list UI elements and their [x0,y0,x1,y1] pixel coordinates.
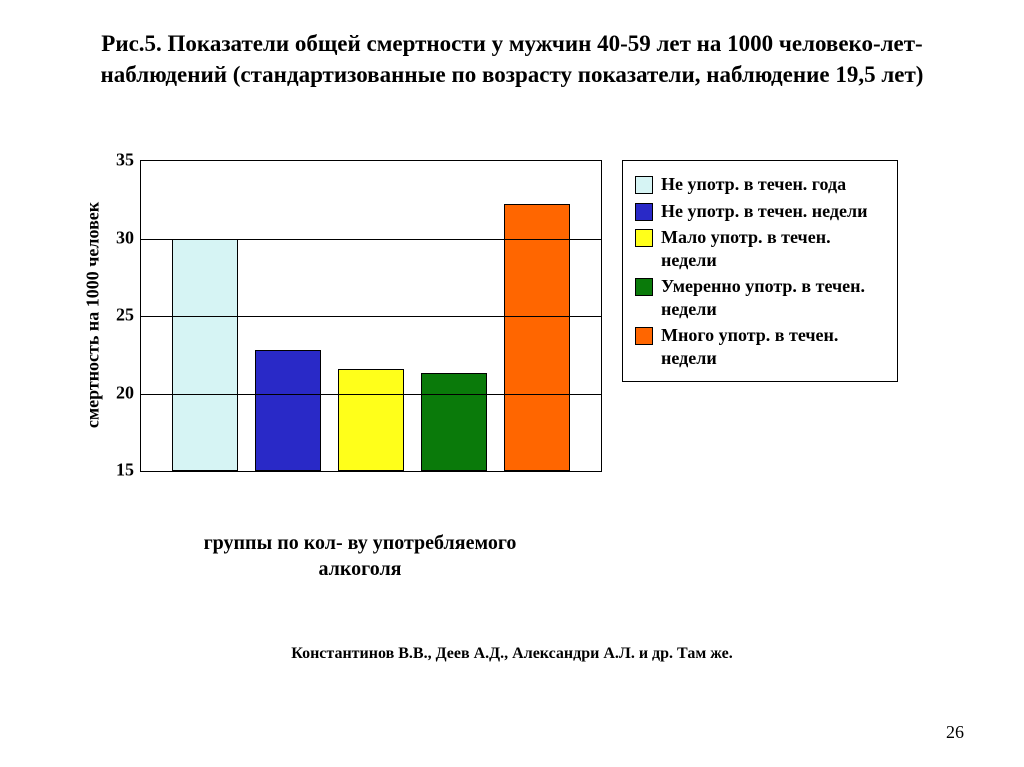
legend-label: Мало употр. в течен. недели [661,226,885,271]
y-tick-label: 20 [116,382,134,403]
grid-line [141,316,601,317]
legend-swatch [635,203,653,221]
legend-item: Умеренно употр. в течен. недели [635,275,885,320]
bar [338,369,404,471]
bar [255,350,321,471]
y-axis-label-container: смертность на 1000 человек [80,160,106,470]
chart-row: смертность на 1000 человек 1520253035 Не… [80,160,960,520]
legend-label: Много употр. в течен. недели [661,324,885,369]
legend-label: Не употр. в течен. недели [661,200,868,223]
y-tick-label: 35 [116,150,134,171]
legend-item: Много употр. в течен. недели [635,324,885,369]
y-axis-ticks: 1520253035 [106,160,140,470]
bar [504,204,570,471]
y-tick-label: 30 [116,227,134,248]
legend-swatch [635,176,653,194]
bar [421,373,487,471]
page-number: 26 [946,722,964,743]
legend-label: Умеренно употр. в течен. недели [661,275,885,320]
slide-page: Рис.5. Показатели общей смертности у муж… [0,0,1024,767]
bar [172,239,238,472]
grid-line [141,394,601,395]
legend-swatch [635,327,653,345]
chart-title: Рис.5. Показатели общей смертности у муж… [40,28,984,90]
legend: Не употр. в течен. года Не употр. в течен… [622,160,898,382]
legend-swatch [635,229,653,247]
plot-area [140,160,602,472]
x-axis-label: группы по кол- ву употребляемого алкогол… [200,530,520,582]
legend-label: Не употр. в течен. года [661,173,846,196]
legend-item: Мало употр. в течен. недели [635,226,885,271]
y-tick-label: 25 [116,305,134,326]
y-axis-label: смертность на 1000 человек [83,202,104,428]
y-tick-label: 15 [116,460,134,481]
legend-item: Не употр. в течен. недели [635,200,885,223]
legend-swatch [635,278,653,296]
grid-line [141,239,601,240]
legend-item: Не употр. в течен. года [635,173,885,196]
citation: Константинов В.В., Деев А.Д., Александри… [0,645,1024,663]
